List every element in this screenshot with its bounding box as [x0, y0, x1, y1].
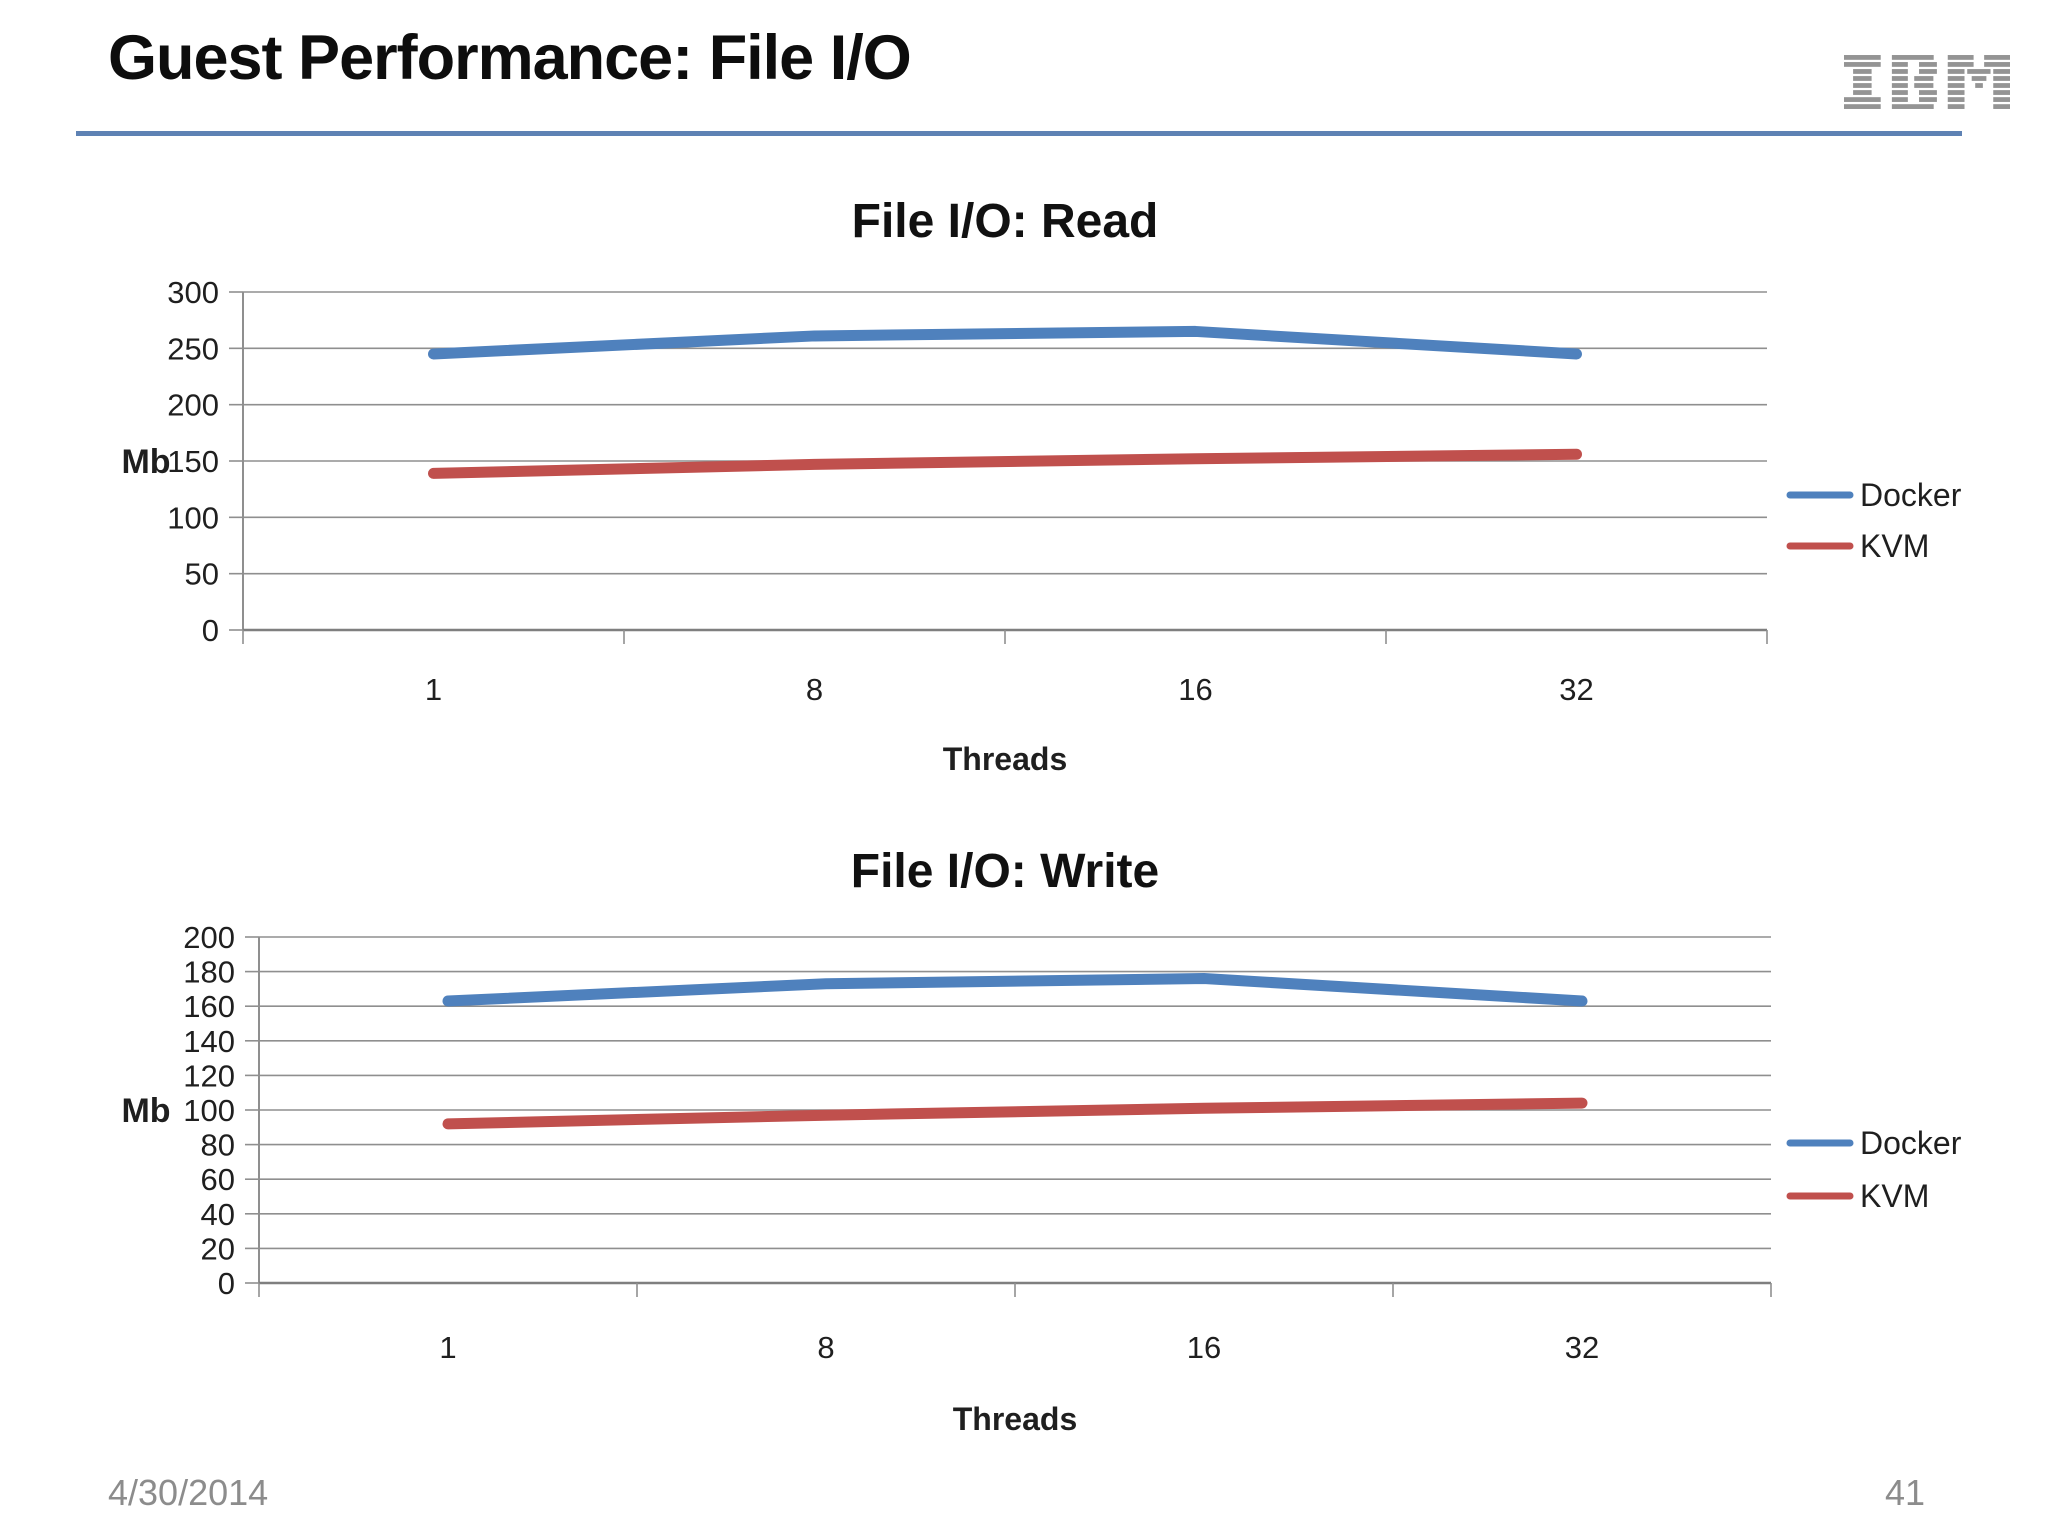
y-tick-label: 100 [183, 1093, 235, 1128]
kvm-series-line [428, 448, 1582, 479]
y-tick-label: 40 [201, 1197, 235, 1232]
read-chart: 0 50 100 150 200 250 300 1 8 16 32 Threads Mb Docker K… [80, 265, 2048, 795]
x-tick-label: 32 [1565, 1330, 1599, 1365]
kvm-series-line [442, 1097, 1588, 1130]
header-rule [76, 131, 1962, 136]
y-tick-label: 0 [218, 1266, 235, 1301]
slide-title: Guest Performance: File I/O [108, 23, 912, 93]
y-tick-label: 250 [167, 331, 219, 366]
footer-date: 4/30/2014 [108, 1472, 269, 1513]
x-tick-label: 1 [439, 1330, 456, 1365]
x-tick-label: 16 [1187, 1330, 1221, 1365]
ibm-logo-icon [1844, 55, 2010, 109]
y-tick-label: 80 [201, 1128, 235, 1163]
x-tick-label: 32 [1559, 672, 1593, 707]
x-tick-label: 8 [817, 1330, 834, 1365]
read-chart-title: File I/O: Read [851, 195, 1159, 248]
x-tick-label: 16 [1178, 672, 1212, 707]
y-tick-label: 300 [167, 275, 219, 310]
legend-label-kvm: KVM [1860, 528, 1929, 564]
y-tick-label: 140 [183, 1024, 235, 1059]
y-tick-label: 0 [202, 613, 219, 648]
y-tick-label: 20 [201, 1231, 235, 1266]
write-chart: 0 20 40 60 80 100 120 140 160 180 200 1 8 16 32 Threads… [80, 910, 2048, 1470]
legend-label-docker: Docker [1860, 477, 1962, 513]
y-axis-title: Mb [121, 1092, 170, 1130]
y-tick-label: 180 [183, 955, 235, 990]
y-tick-label: 60 [201, 1162, 235, 1197]
docker-series-line [442, 973, 1588, 1007]
legend-label-kvm: KVM [1860, 1178, 1929, 1214]
x-tick-label: 1 [425, 672, 442, 707]
y-tick-label: 50 [185, 557, 219, 592]
y-tick-label: 150 [167, 444, 219, 479]
x-axis-title: Threads [943, 741, 1067, 777]
y-axis-title: Mb [121, 443, 170, 481]
write-chart-title: File I/O: Write [850, 845, 1160, 898]
x-axis-title: Threads [953, 1401, 1077, 1437]
x-tick-label: 8 [806, 672, 823, 707]
y-tick-label: 120 [183, 1058, 235, 1093]
y-tick-label: 160 [183, 989, 235, 1024]
read-chart-svg: 0 50 100 150 200 250 300 1 8 16 32 Threads Mb Docker K… [121, 275, 1962, 777]
y-tick-label: 200 [167, 388, 219, 423]
page-number: 41 [1884, 1472, 1926, 1513]
y-tick-label: 100 [167, 500, 219, 535]
legend-label-docker: Docker [1860, 1125, 1962, 1161]
y-tick-label: 200 [183, 920, 235, 955]
docker-series-line [428, 325, 1582, 360]
